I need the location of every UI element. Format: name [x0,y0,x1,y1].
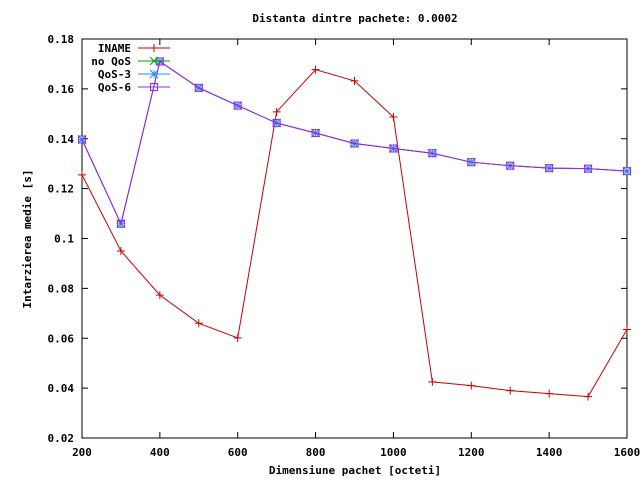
plot-frame [81,38,628,439]
chart-title: Distanta dintre pachete: 0.0002 [252,12,457,25]
data-point-marker [78,170,86,179]
data-point-marker [584,392,593,401]
y-axis-label: Intarzierea medie [s] [21,169,34,308]
data-point-marker [155,291,164,300]
data-point-marker [149,69,159,79]
y-tick-label: 0.06 [48,332,75,345]
x-tick-label: 1000 [380,446,407,459]
x-tick-label: 1600 [614,446,640,459]
data-point-marker [149,56,159,66]
data-point-marker [350,76,359,85]
data-point-marker [623,167,631,176]
x-axis-label: Dimensiune pachet [octeti] [269,464,441,477]
data-point-marker [545,164,554,173]
data-point-marker [545,389,554,398]
legend-label: QoS-3 [98,68,131,81]
series-line [81,69,628,398]
x-tick-label: 800 [306,446,326,459]
legend-label: INAME [98,42,131,55]
x-tick-label: 600 [228,446,248,459]
data-point-marker [622,166,632,176]
data-point-marker [272,119,281,128]
data-point-marker [389,113,398,122]
data-point-marker [194,83,203,92]
data-point-marker [116,219,125,228]
y-tick-label: 0.18 [48,33,75,46]
y-tick-label: 0.16 [48,83,75,96]
data-point-marker [623,325,631,334]
data-point-marker [77,135,87,144]
data-point-marker [194,319,203,328]
series-qos-6 [78,57,631,228]
x-tick-label: 1200 [458,446,485,459]
data-point-marker [506,386,515,395]
legend-label: QoS-6 [98,81,131,94]
legend-label: no QoS [91,55,131,68]
data-point-marker [428,377,437,386]
data-point-marker [233,101,242,110]
data-point-marker [584,164,593,173]
data-point-marker [467,381,476,390]
axis-ticks: 200 400 600 800 1000 1200 1400 1600 0.02 0.04 0.06… [48,33,640,459]
y-tick-label: 0.1 [54,233,74,246]
x-tick-label: 400 [150,446,170,459]
y-tick-label: 0.14 [48,133,75,146]
x-tick-label: 1400 [536,446,563,459]
data-point-marker [428,149,437,158]
data-point-marker [311,129,320,138]
data-point-marker [467,158,476,167]
y-tick-label: 0.08 [48,282,75,295]
data-point-marker [150,44,158,52]
x-tick-label: 200 [72,446,92,459]
data-point-marker [506,161,515,170]
data-point-marker [233,334,242,343]
y-tick-label: 0.12 [48,183,75,196]
data-point-marker [272,107,281,116]
y-tick-label: 0.02 [48,432,75,445]
data-point-marker [389,144,398,153]
y-tick-label: 0.04 [48,382,75,395]
data-point-marker [350,139,359,148]
data-point-marker [78,135,86,144]
data-point-marker [116,246,125,255]
series-iname [78,65,631,401]
data-point-marker [311,65,320,74]
series-layer [77,57,632,401]
data-point-marker [150,83,158,91]
series-line [81,60,628,226]
